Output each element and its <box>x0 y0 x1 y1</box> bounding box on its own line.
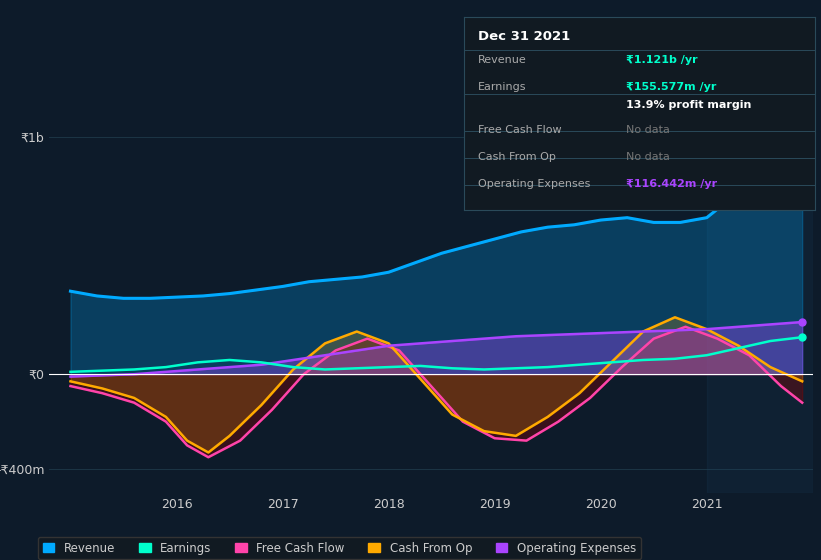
Text: No data: No data <box>626 125 669 135</box>
Text: No data: No data <box>626 152 669 162</box>
Text: Free Cash Flow: Free Cash Flow <box>478 125 562 135</box>
Text: ₹116.442m /yr: ₹116.442m /yr <box>626 179 717 189</box>
Text: Operating Expenses: Operating Expenses <box>478 179 590 189</box>
Bar <box>707 90 813 493</box>
Text: Revenue: Revenue <box>478 55 526 66</box>
Text: Cash From Op: Cash From Op <box>478 152 556 162</box>
Text: 13.9% profit margin: 13.9% profit margin <box>626 100 751 110</box>
Text: Earnings: Earnings <box>478 82 526 92</box>
Legend: Revenue, Earnings, Free Cash Flow, Cash From Op, Operating Expenses: Revenue, Earnings, Free Cash Flow, Cash … <box>38 537 641 559</box>
Text: ₹1.121b /yr: ₹1.121b /yr <box>626 55 697 66</box>
Text: Dec 31 2021: Dec 31 2021 <box>478 30 570 43</box>
Text: ₹155.577m /yr: ₹155.577m /yr <box>626 82 716 92</box>
